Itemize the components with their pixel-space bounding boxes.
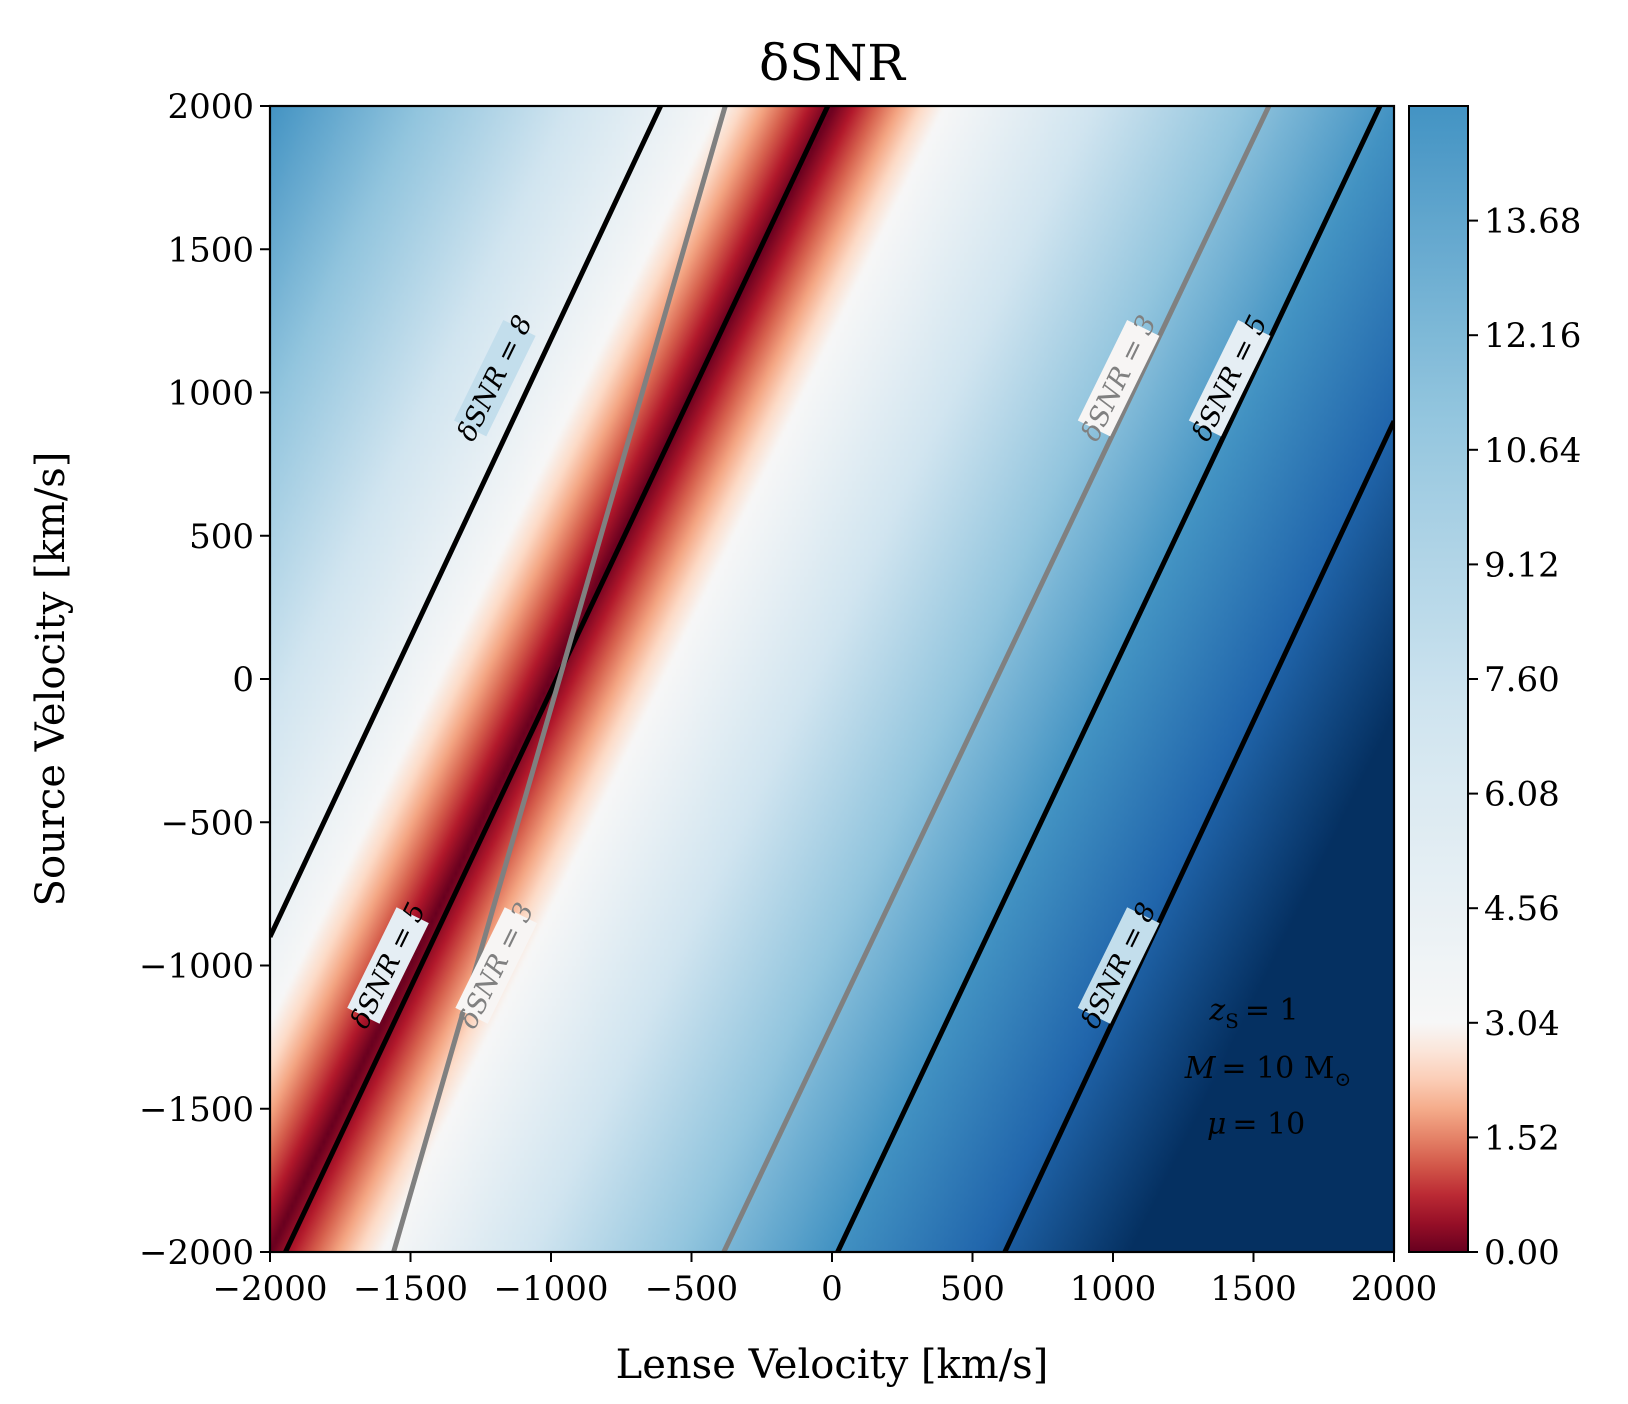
y-tick-label: 500: [189, 517, 254, 557]
contour-label-gap: [1077, 907, 1160, 1024]
contour-label-gap: [455, 907, 538, 1024]
y-tick-label: 2000: [167, 87, 254, 127]
chart-title: δSNR: [759, 34, 906, 92]
y-tick-label: −1500: [139, 1090, 254, 1130]
x-tick-label: −1500: [353, 1269, 468, 1309]
x-axis-label: Lense Velocity [km/s]: [616, 1342, 1049, 1388]
contour-line-level-3-1: [391, 106, 728, 1252]
x-axis-ticks: −2000 −1500 −1000 −500 0 500 1000 1500 2000: [212, 1252, 1437, 1309]
x-tick-label: −1000: [493, 1269, 608, 1309]
contour-line-level-8-1: [270, 106, 663, 938]
colorbar: [1408, 105, 1469, 1253]
contour-label-gap: [453, 319, 536, 437]
contour-lines: [270, 106, 1394, 1252]
contour-line-level-8-2: [1002, 420, 1394, 1252]
heatmap-image: [270, 106, 1394, 1252]
y-tick-label: −2000: [139, 1233, 254, 1273]
parameter-annotation: zS = 1 M = 10 M⊙ μ = 10: [1184, 993, 1352, 1142]
colorbar-tick-label: 13.68: [1484, 202, 1581, 242]
contour-line-level-5-2: [835, 106, 1383, 1252]
y-tick-label: 0: [232, 660, 254, 700]
contour-label-gap: [347, 907, 429, 1024]
y-tick-label: 1000: [167, 374, 254, 414]
annotation-magnification: μ = 10: [1207, 1107, 1305, 1142]
annotation-mass: M = 10 M⊙: [1184, 1051, 1352, 1091]
y-tick-label: −500: [161, 803, 254, 843]
x-tick-label: 1500: [1210, 1269, 1297, 1309]
x-tick-label: −500: [645, 1269, 738, 1309]
colorbar-tick-label: 12.16: [1484, 316, 1581, 356]
contour-label-gap: [1077, 319, 1160, 437]
annotation-redshift: zS = 1: [1208, 993, 1298, 1033]
x-tick-label: 500: [940, 1269, 1005, 1309]
colorbar-tick-label: 4.56: [1484, 889, 1560, 929]
colorbar-ticks: 0.00 1.52 3.04 4.56 6.08 7.60 9.12 10.64 12.16 13…: [1468, 202, 1581, 1273]
contour-label-gap: [1188, 319, 1271, 437]
x-tick-label: 0: [821, 1269, 843, 1309]
y-tick-label: 1500: [167, 230, 254, 270]
colorbar-tick-label: 1.52: [1484, 1118, 1560, 1158]
y-axis-ticks: −2000 −1500 −1000 −500 0 500 1000 1500 2000: [139, 87, 270, 1273]
colorbar-tick-label: 10.64: [1484, 431, 1581, 471]
colorbar-tick-label: 7.60: [1484, 660, 1560, 700]
colorbar-tick-label: 9.12: [1484, 545, 1560, 585]
y-tick-label: −1000: [139, 947, 254, 987]
colorbar-tick-label: 6.08: [1484, 775, 1560, 815]
colorbar-tick-label: 0.00: [1484, 1233, 1560, 1273]
y-axis-label: Source Velocity [km/s]: [28, 452, 74, 907]
x-tick-label: −2000: [212, 1269, 327, 1309]
x-tick-label: 1000: [1070, 1269, 1157, 1309]
x-tick-label: 2000: [1351, 1269, 1438, 1309]
colorbar-tick-label: 3.04: [1484, 1004, 1560, 1044]
contour-line-level-5-1: [283, 106, 831, 1252]
contour-line-level-3-2: [721, 106, 1272, 1252]
